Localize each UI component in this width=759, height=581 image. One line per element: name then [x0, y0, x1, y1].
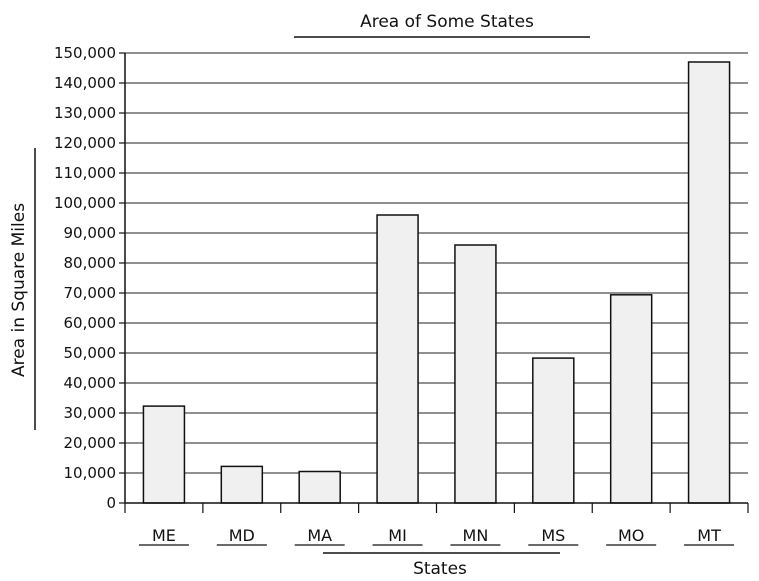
y-axis-title: Area in Square Miles — [9, 203, 29, 377]
bar-ma — [298, 470, 341, 504]
y-tick-label: 130,000 — [54, 104, 116, 122]
x-tick-label: MA — [307, 526, 332, 545]
y-tick-label: 10,000 — [64, 464, 117, 482]
y-tick-label: 80,000 — [64, 254, 117, 272]
x-tick-label: MS — [541, 526, 565, 545]
x-tick-label: MN — [463, 526, 489, 545]
x-axis-title: States — [413, 559, 467, 579]
y-tick-label: 50,000 — [64, 344, 117, 362]
bars — [142, 61, 731, 504]
x-tick-label: ME — [152, 526, 176, 545]
y-tick-label: 150,000 — [54, 44, 116, 62]
y-tick-label: 20,000 — [64, 434, 117, 452]
y-tick-label: 100,000 — [54, 194, 116, 212]
gridlines — [125, 52, 748, 474]
x-tick-label: MT — [697, 526, 721, 545]
bar-mi — [376, 214, 419, 504]
bar-mt — [687, 61, 731, 504]
y-tick-label: 90,000 — [64, 224, 117, 242]
x-tick-label: MD — [229, 526, 255, 545]
y-tick-label: 70,000 — [64, 284, 117, 302]
x-tick-label: MI — [388, 526, 407, 545]
y-tick-label: 110,000 — [54, 164, 116, 182]
y-axis-ticks: 0 10,000 20,000 30,000 40,000 50,000 60,000 70,… — [54, 44, 125, 512]
axes — [124, 53, 748, 504]
y-tick-label: 30,000 — [64, 404, 117, 422]
bar-mn — [454, 244, 497, 504]
x-tick-label: MO — [618, 526, 644, 545]
bar-md — [220, 465, 264, 504]
bar-ms — [532, 357, 575, 504]
y-tick-label: 120,000 — [54, 134, 116, 152]
bar-me — [142, 405, 186, 504]
y-tick-label: 0 — [106, 494, 116, 512]
bar-mo — [609, 294, 653, 504]
y-tick-label: 60,000 — [64, 314, 117, 332]
y-tick-label: 40,000 — [64, 374, 117, 392]
y-tick-label: 140,000 — [54, 74, 116, 92]
x-axis-ticks: ME MD MA MI MN MS MO MT — [124, 503, 749, 546]
chart-title: Area of Some States — [360, 12, 534, 32]
